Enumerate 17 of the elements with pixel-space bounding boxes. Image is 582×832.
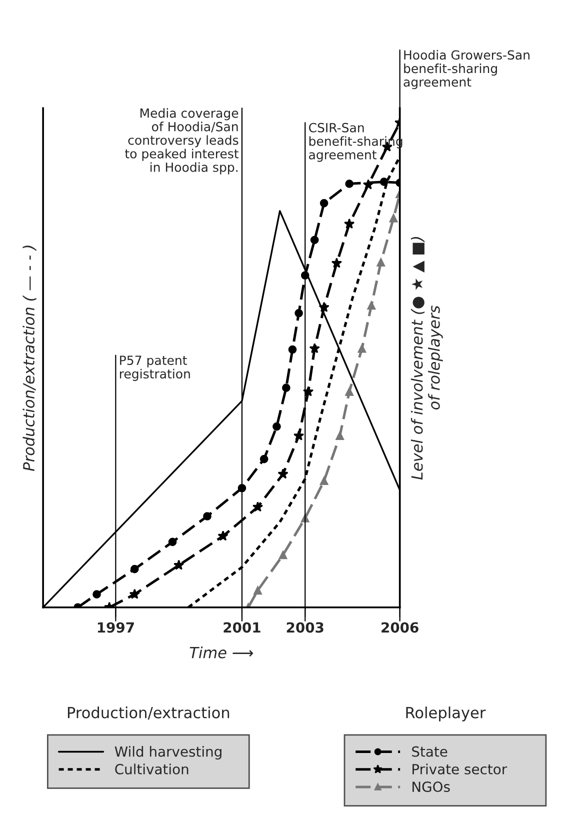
x-axis-title: Time ⟶ xyxy=(190,646,254,658)
x-tick-label: 1997 xyxy=(98,622,134,633)
legend-label: NGOs xyxy=(412,782,450,792)
legend-label: Private sector xyxy=(412,764,508,774)
y-axis-title: Production/extraction ( — - - ) xyxy=(22,246,36,471)
legend-label: Cultivation xyxy=(115,764,188,774)
legend-label: State xyxy=(412,746,448,757)
ref-line-label: Hoodia Growers-San benefit-sharing agreement xyxy=(404,50,530,90)
x-tick-label: 2003 xyxy=(286,622,324,633)
text: Production/extraction xyxy=(68,706,230,720)
ref-line-label: P57 patent registration xyxy=(120,356,190,381)
x-tick-label: 2001 xyxy=(224,622,260,633)
ref-line-label: Media coverage of Hoodia/San controversy leads to peaked interest in Hoodia spp. xyxy=(125,108,239,174)
x-tick-label: 2006 xyxy=(382,622,418,633)
y2-axis-title: Level of involvement (● ★ ▲ ■) of roleplayers xyxy=(410,237,443,480)
text: Roleplayer xyxy=(406,706,486,722)
legend-label: Wild harvesting xyxy=(114,746,222,760)
